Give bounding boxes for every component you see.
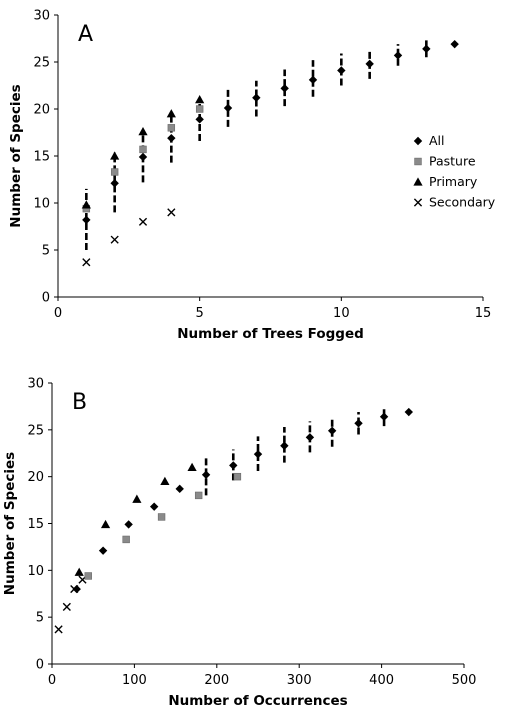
data-point-primary xyxy=(110,151,120,160)
data-point-all xyxy=(195,115,204,124)
data-point-all xyxy=(138,152,148,162)
data-point-all xyxy=(82,215,91,225)
legend: All Pasture Primary Secondary xyxy=(413,133,496,210)
y-tick-label: 15 xyxy=(27,517,44,532)
x-tick-label: 10 xyxy=(333,306,350,321)
data-point-pasture xyxy=(110,168,119,176)
data-point-all xyxy=(337,66,346,75)
data-point-secondary xyxy=(110,235,119,244)
x-axis-label: Number of Occurrences xyxy=(168,693,347,709)
x-tick-label: 200 xyxy=(204,673,229,688)
data-point-pasture xyxy=(233,472,242,481)
data-point-primary xyxy=(166,109,176,118)
x-tick-label: 300 xyxy=(287,673,312,688)
data-point-primary xyxy=(138,126,148,136)
x-tick-label: 15 xyxy=(475,306,492,321)
data-point-pasture xyxy=(122,535,130,544)
data-point-secondary xyxy=(82,258,91,267)
legend-label-primary: Primary xyxy=(429,174,478,189)
data-point-secondary xyxy=(62,602,71,611)
data-point-all xyxy=(422,44,431,54)
data-point-secondary xyxy=(138,217,148,226)
y-tick-label: 20 xyxy=(27,470,44,485)
data-point-all xyxy=(280,441,289,450)
y-tick-label: 10 xyxy=(33,197,50,212)
legend-marker-pasture xyxy=(414,157,422,166)
y-tick-label: 25 xyxy=(33,56,50,71)
data-point-all xyxy=(201,470,211,479)
legend-label-secondary: Secondary xyxy=(429,195,496,210)
data-point-primary xyxy=(132,494,142,503)
x-tick-label: 0 xyxy=(48,673,56,688)
y-axis-label: Number of Species xyxy=(8,84,24,227)
data-point-all xyxy=(229,461,238,470)
data-point-pasture xyxy=(157,513,166,521)
data-point-all xyxy=(327,426,337,435)
data-point-all xyxy=(308,75,318,85)
data-point-primary xyxy=(187,462,197,471)
legend-marker-primary xyxy=(413,177,423,186)
data-point-pasture xyxy=(84,572,92,580)
panel-letter: A xyxy=(78,22,93,47)
y-tick-label: 0 xyxy=(42,291,50,306)
y-tick-label: 5 xyxy=(42,244,50,259)
x-tick-label: 100 xyxy=(122,673,147,688)
data-point-all xyxy=(404,407,413,417)
data-point-secondary xyxy=(167,208,176,217)
data-point-all xyxy=(175,484,184,494)
y-tick-label: 5 xyxy=(36,611,44,626)
legend-marker-secondary xyxy=(413,198,423,207)
x-tick-label: 5 xyxy=(196,306,204,321)
data-point-all xyxy=(223,103,233,113)
x-axis-label: Number of Trees Fogged xyxy=(177,326,364,342)
panel-a: 0 5 10 15 20 25 30 0 5 10 15 Number of Trees Fogged… xyxy=(8,9,496,343)
data-point-all xyxy=(280,84,289,93)
y-tick-label: 15 xyxy=(33,150,50,165)
panel-letter: B xyxy=(72,390,87,415)
x-tick-label: 400 xyxy=(369,673,394,688)
y-tick-label: 0 xyxy=(36,658,44,673)
data-point-all xyxy=(365,59,374,69)
data-point-pasture xyxy=(139,145,147,154)
data-point-all xyxy=(149,502,159,511)
data-point-all xyxy=(167,133,176,143)
data-point-primary xyxy=(195,95,205,104)
y-tick-label: 20 xyxy=(33,103,50,118)
legend-label-all: All xyxy=(429,133,445,148)
data-point-primary xyxy=(160,476,170,486)
legend-label-pasture: Pasture xyxy=(429,154,476,169)
data-point-all xyxy=(393,51,403,60)
data-point-all xyxy=(98,546,108,555)
data-point-pasture xyxy=(195,105,204,113)
y-tick-label: 25 xyxy=(27,423,44,438)
data-point-all xyxy=(379,412,389,421)
x-tick-label: 0 xyxy=(54,306,62,321)
x-tick-label: 500 xyxy=(452,673,477,688)
data-point-all xyxy=(252,93,261,102)
y-tick-label: 30 xyxy=(27,377,44,392)
data-point-pasture xyxy=(194,491,203,500)
data-point-secondary xyxy=(54,625,63,634)
data-point-all xyxy=(124,520,133,529)
data-point-all xyxy=(253,449,263,459)
data-point-pasture xyxy=(167,124,176,132)
data-point-primary xyxy=(81,200,91,209)
data-point-all xyxy=(450,39,459,49)
data-point-primary xyxy=(74,567,84,576)
legend-marker-all xyxy=(413,136,423,146)
data-point-primary xyxy=(100,519,111,529)
y-axis-label: Number of Species xyxy=(2,452,18,595)
data-point-all xyxy=(354,419,363,428)
data-point-all xyxy=(72,584,81,594)
y-tick-label: 10 xyxy=(27,564,44,579)
data-point-all xyxy=(305,433,315,442)
data-point-all xyxy=(110,179,119,188)
y-tick-label: 30 xyxy=(33,9,50,24)
